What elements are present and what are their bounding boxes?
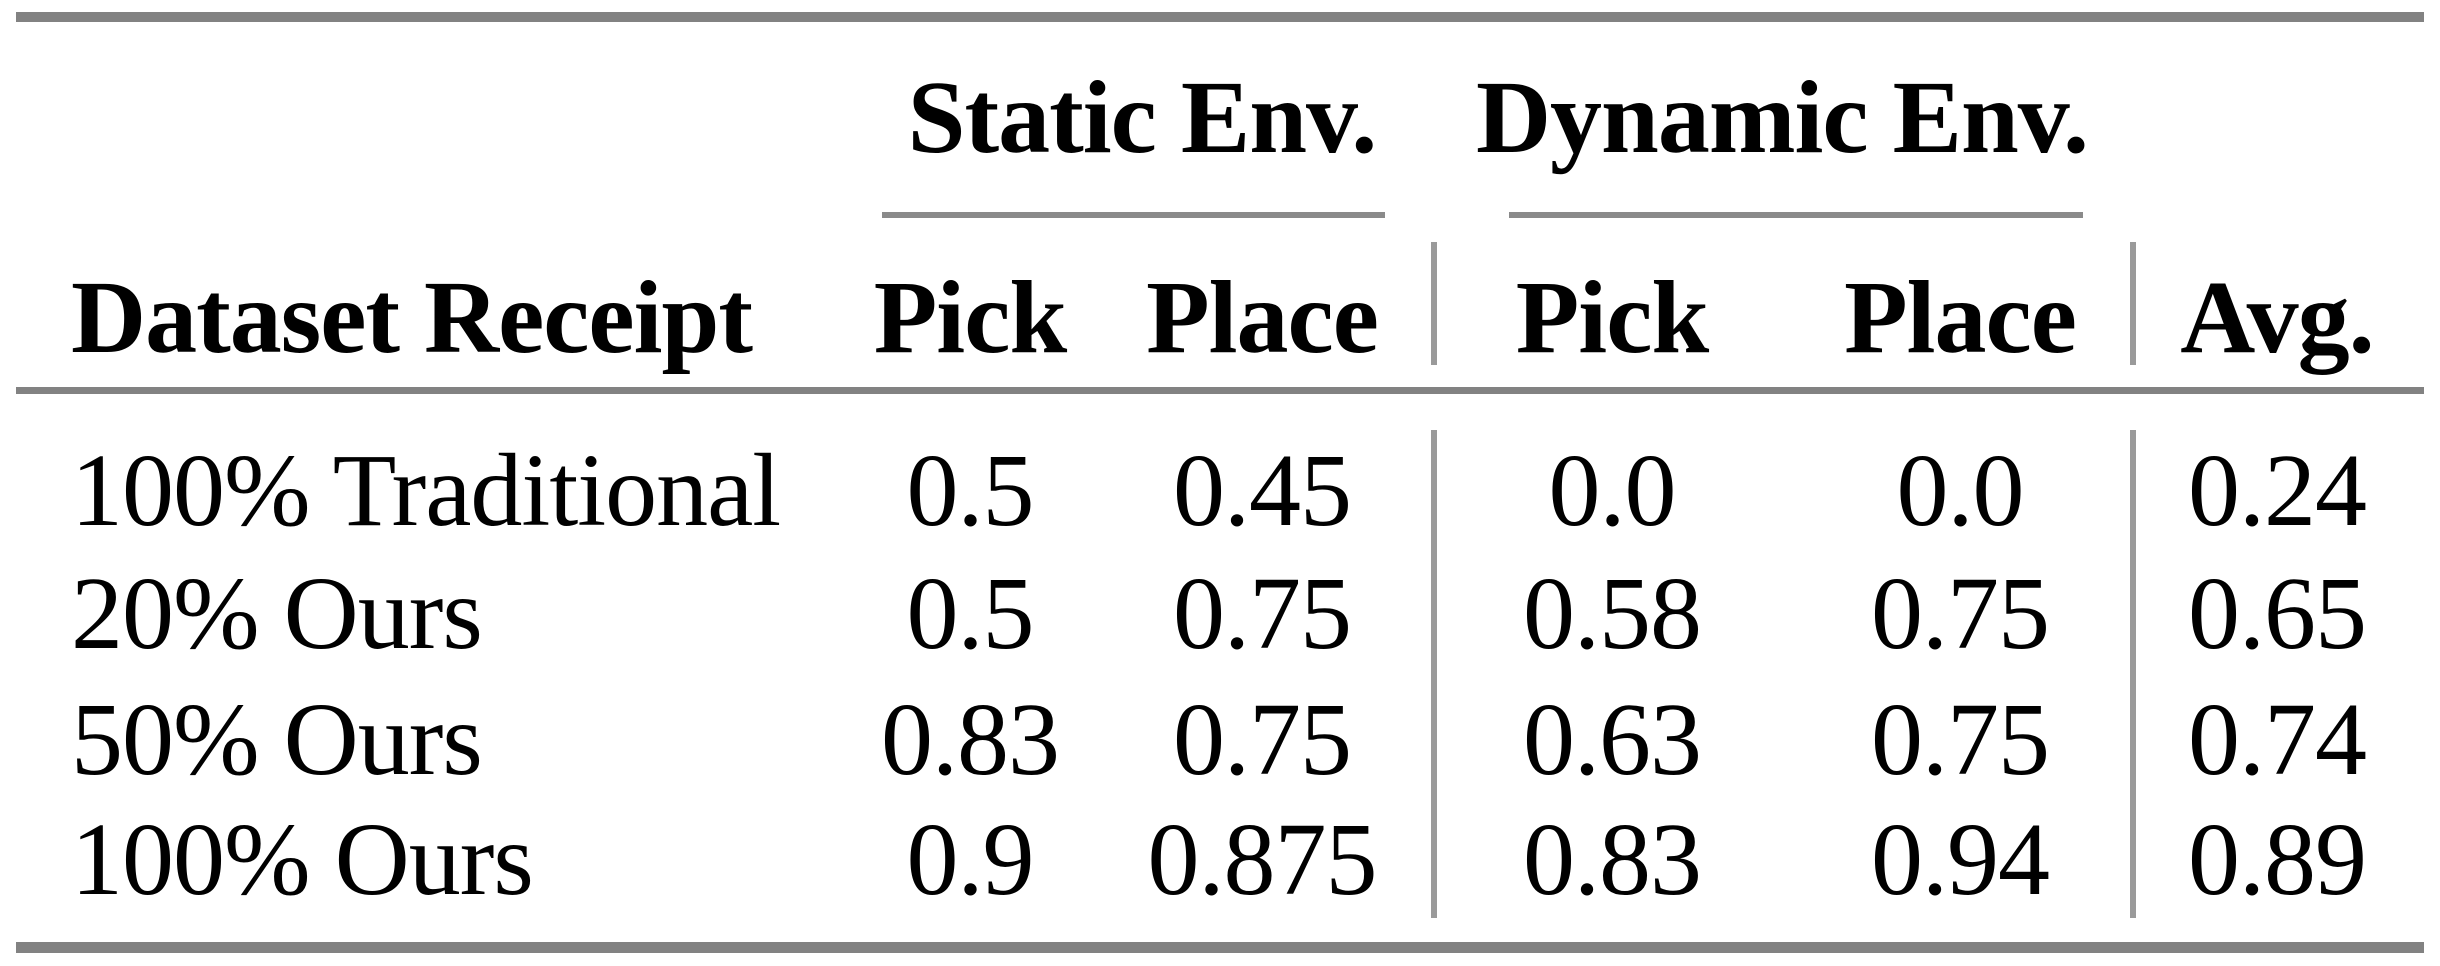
row-label: 20% Ours [71,555,483,671]
row-label: 50% Ours [71,681,483,797]
cell-static-place: 0.75 [1173,681,1352,797]
cell-static-place: 0.75 [1173,555,1352,671]
header-vertical-rule-left [1431,242,1437,365]
static-env-cmidrule [882,212,1385,218]
column-header-row: Dataset Receipt Pick Place Pick Place Av… [16,235,2424,400]
header-body-separator-rule [16,387,2424,394]
row-label: 100% Traditional [71,432,781,548]
table-row: 100% Ours 0.9 0.875 0.83 0.94 0.89 [16,797,2424,921]
cell-static-pick: 0.83 [881,681,1060,797]
col-header-static-place: Place [1146,260,1379,375]
col-header-dynamic-place: Place [1844,260,2077,375]
cell-avg: 0.74 [2188,681,2367,797]
table-row: 50% Ours 0.83 0.75 0.63 0.75 0.74 [16,677,2424,801]
top-rule [16,12,2424,22]
cell-static-place: 0.875 [1147,801,1378,917]
table-row: 20% Ours 0.5 0.75 0.58 0.75 0.65 [16,551,2424,675]
cell-static-pick: 0.9 [906,801,1035,917]
bottom-rule [16,942,2424,953]
cell-dynamic-pick: 0.83 [1523,801,1702,917]
col-header-static-pick: Pick [873,260,1067,375]
cell-avg: 0.24 [2188,432,2367,548]
cell-dynamic-pick: 0.0 [1548,432,1677,548]
dynamic-env-group-header: Dynamic Env. [1475,59,2089,175]
body-vertical-rule-right [2130,430,2136,918]
table-row: 100% Traditional 0.5 0.45 0.0 0.0 0.24 [16,428,2424,552]
cell-static-pick: 0.5 [906,432,1035,548]
col-header-dataset-receipt: Dataset Receipt [71,260,753,375]
cell-dynamic-pick: 0.63 [1523,681,1702,797]
header-vertical-rule-right [2130,242,2136,365]
col-header-dynamic-pick: Pick [1515,260,1709,375]
cell-dynamic-place: 0.75 [1871,555,2050,671]
body-vertical-rule-left [1431,430,1437,918]
cell-dynamic-pick: 0.58 [1523,555,1702,671]
cell-dynamic-place: 0.0 [1896,432,2025,548]
cell-static-pick: 0.5 [906,555,1035,671]
cell-avg: 0.89 [2188,801,2367,917]
row-label: 100% Ours [71,801,534,917]
cell-avg: 0.65 [2188,555,2367,671]
cell-dynamic-place: 0.94 [1871,801,2050,917]
dynamic-env-cmidrule [1509,212,2083,218]
col-header-avg: Avg. [2180,260,2374,375]
static-env-group-header: Static Env. [907,59,1378,175]
cell-dynamic-place: 0.75 [1871,681,2050,797]
cell-static-place: 0.45 [1173,432,1352,548]
